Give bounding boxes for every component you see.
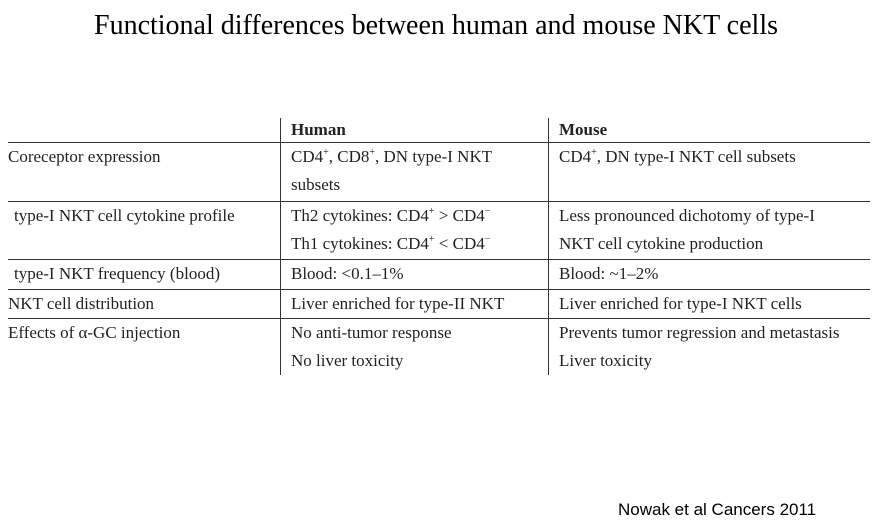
mouse-cell: CD4+, DN type-I NKT cell subsets — [548, 143, 870, 201]
comparison-table: Human Mouse Coreceptor expression CD4+, … — [8, 118, 870, 375]
citation: Nowak et al Cancers 2011 — [618, 500, 817, 519]
table-row: NKT cell distribution Liver enriched for… — [8, 290, 870, 319]
cell-line: Liver enriched for type-II NKT — [291, 294, 505, 313]
cell-line: Less pronounced dichotomy of type-I — [559, 206, 815, 225]
human-cell: Th2 cytokines: CD4+ > CD4− Th1 cytokines… — [280, 202, 548, 259]
header-empty — [8, 118, 280, 142]
row-label: type-I NKT frequency (blood) — [14, 264, 220, 283]
human-cell: Liver enriched for type-II NKT — [280, 290, 548, 318]
cell-line: Liver toxicity — [559, 351, 653, 370]
cell-line: subsets — [291, 175, 341, 194]
table-row: Coreceptor expression CD4+, CD8+, DN typ… — [8, 143, 870, 202]
cell-line: Th1 cytokines: CD4+ < CD4− — [291, 234, 491, 253]
table-row: type-I NKT frequency (blood) Blood: <0.1… — [8, 260, 870, 290]
table-row: type-I NKT cell cytokine profile Th2 cyt… — [8, 202, 870, 260]
row-label: NKT cell distribution — [8, 294, 155, 313]
cell-line: No anti-tumor response — [291, 323, 452, 342]
mouse-cell: Less pronounced dichotomy of type-I NKT … — [548, 202, 870, 259]
cell-line: Liver enriched for type-I NKT cells — [559, 294, 802, 313]
human-cell: No anti-tumor response No liver toxicity — [280, 319, 548, 375]
mouse-cell: Liver enriched for type-I NKT cells — [548, 290, 870, 318]
row-label: Coreceptor expression — [8, 147, 161, 166]
cell-line: CD4+, CD8+, DN type-I NKT — [291, 147, 493, 166]
cell-line: Blood: <0.1–1% — [291, 264, 404, 283]
cell-line: Th2 cytokines: CD4+ > CD4− — [291, 206, 491, 225]
slide-title: Functional differences between human and… — [94, 10, 778, 41]
human-cell: CD4+, CD8+, DN type-I NKT subsets — [280, 143, 548, 201]
mouse-cell: Blood: ~1–2% — [548, 260, 870, 289]
human-cell: Blood: <0.1–1% — [280, 260, 548, 289]
cell-line: Prevents tumor regression and metastasis — [559, 323, 840, 342]
cell-line: NKT cell cytokine production — [559, 234, 764, 253]
header-human: Human — [280, 118, 548, 142]
cell-line: Blood: ~1–2% — [559, 264, 659, 283]
mouse-cell: Prevents tumor regression and metastasis… — [548, 319, 870, 375]
row-label: type-I NKT cell cytokine profile — [14, 206, 235, 225]
row-label: Effects of α-GC injection — [8, 323, 181, 342]
table-header-row: Human Mouse — [8, 118, 870, 143]
table-row: Effects of α-GC injection No anti-tumor … — [8, 319, 870, 375]
header-mouse: Mouse — [548, 118, 870, 142]
cell-line: No liver toxicity — [291, 351, 404, 370]
cell-line: CD4+, DN type-I NKT cell subsets — [559, 147, 796, 166]
